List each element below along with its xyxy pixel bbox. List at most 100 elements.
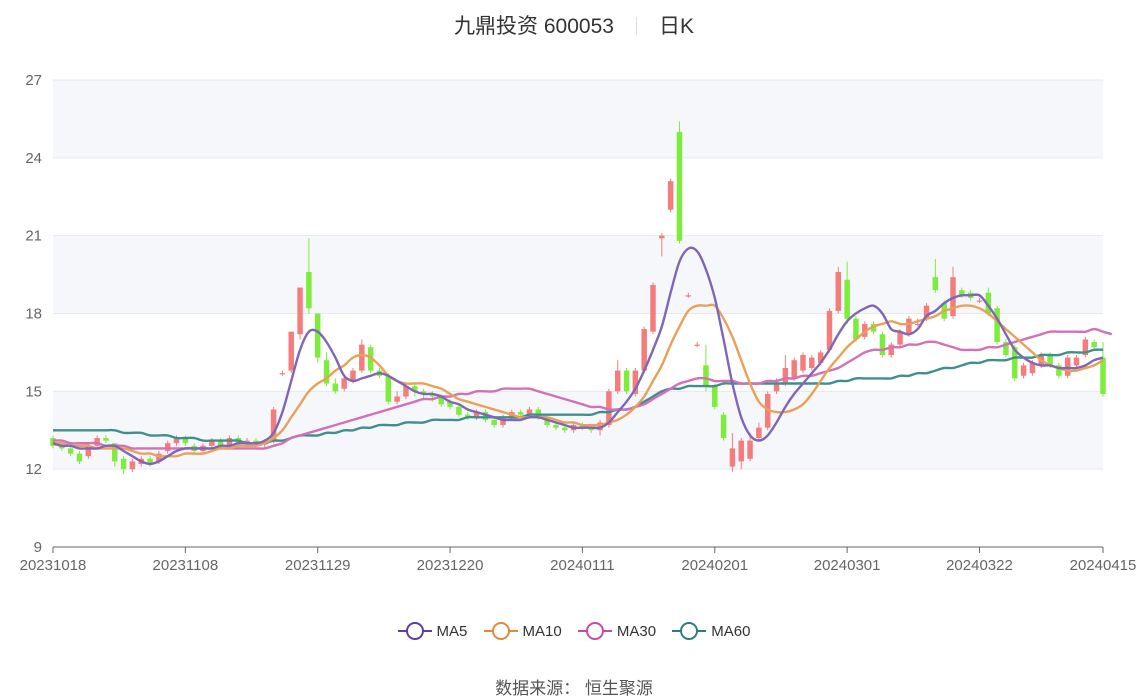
plot-band [53,235,1103,314]
y-tick-label: 15 [25,383,42,400]
legend-item-ma5[interactable]: MA5 [397,622,468,640]
candle-body [491,419,497,426]
candle-body [164,443,171,452]
candle [244,438,250,446]
candle-body [59,445,65,449]
candle-body [782,367,789,384]
candle [738,438,744,470]
candle-body [182,438,189,444]
candle-body [173,438,180,444]
candle [1100,342,1106,397]
candle [332,378,339,394]
x-tick-label: 20240322 [946,557,1013,574]
candle-body [332,383,339,392]
candle [517,409,524,418]
y-axis: 9 12 15 18 21 24 27 [25,72,42,556]
candle [588,425,594,433]
candle-body [323,360,330,384]
candle [112,443,118,467]
legend: MA5 MA10 MA30 MA60 [0,622,1148,644]
legend-item-ma30[interactable]: MA30 [577,622,656,640]
candle [694,342,700,348]
plot-band [53,313,1103,392]
candle-body [217,440,224,446]
candle-body [429,393,436,397]
candle [129,458,136,472]
candle [826,308,833,353]
candle [791,357,797,381]
candle [341,375,347,392]
candle-body [394,396,400,402]
y-tick-label: 21 [25,228,42,245]
candle-body [1100,357,1106,394]
candle [1064,355,1071,379]
y-tick-label: 18 [25,306,42,323]
candle-body [976,300,983,302]
candle [659,233,665,257]
candle [712,383,718,410]
candle [888,342,894,358]
candle [650,282,656,335]
candle-body [420,391,427,394]
candle-body [517,412,524,415]
candle-body [906,318,912,335]
candle [835,266,842,314]
x-tick-label: 20231129 [285,557,351,574]
candle-body [350,370,356,381]
candle [809,355,815,371]
candle [800,352,806,374]
candle-body [826,310,833,350]
plot-band [53,80,1103,158]
candle [641,326,647,374]
candle-body [403,386,409,397]
candle-body [597,422,603,431]
candle-body [147,458,153,464]
candle-body [85,445,92,457]
candle-body [914,323,921,326]
candle-body [50,438,56,446]
candle [782,355,789,387]
plot-band [53,157,1103,236]
candle [853,316,859,343]
legend-marker-icon [577,622,612,640]
candle-body [985,292,992,314]
candle-body [606,391,612,426]
candle-body [482,412,489,420]
candle [703,344,709,392]
candle-body [103,438,109,441]
candle-body [526,409,533,415]
candle [729,432,736,472]
candle [67,445,74,457]
candle [667,178,674,213]
candle-body [385,375,392,402]
candle-body [412,386,418,392]
candle-body [1091,342,1097,348]
candle-body [359,344,365,371]
candle [297,287,303,340]
legend-label: MA5 [436,622,468,640]
candle-body [1047,355,1053,366]
legend-label: MA10 [522,622,562,640]
ma5-line [52,246,1104,466]
candle-body [809,357,815,368]
candle-body [1082,339,1089,356]
title-divider [635,17,637,35]
candle [994,305,1000,345]
candle-body [1029,362,1036,374]
legend-item-ma10[interactable]: MA10 [483,622,562,640]
legend-item-ma60[interactable]: MA60 [672,622,750,640]
candle [844,261,850,324]
x-tick-label: 20231220 [417,557,484,574]
candle-body [959,290,965,296]
candle-body [1012,347,1018,379]
candle [685,292,692,298]
candle-body [156,453,162,462]
candle-body [129,461,136,470]
candle [879,331,886,358]
candle-body [791,360,797,379]
x-tick-label: 20240301 [814,557,881,574]
candle [59,443,65,452]
candle-body [932,277,939,291]
y-tick-label: 27 [25,72,42,89]
plot-background [53,80,1103,547]
